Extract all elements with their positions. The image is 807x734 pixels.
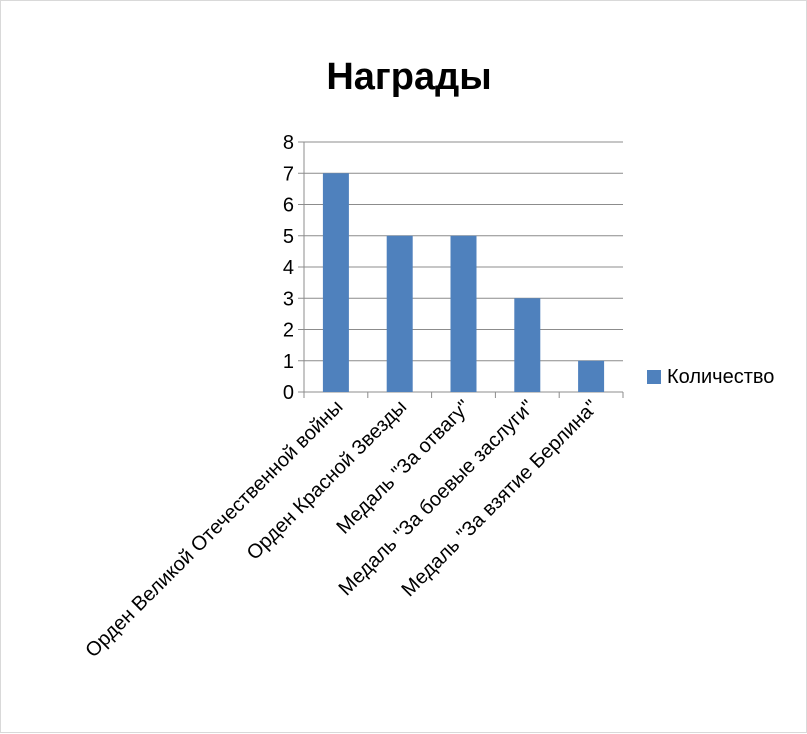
y-tick-label: 8: [283, 132, 294, 154]
y-tick-label: 5: [283, 226, 294, 248]
chart-title: Награды: [326, 56, 491, 98]
bar: [578, 360, 605, 392]
legend: Количество: [647, 366, 774, 388]
bars: [322, 173, 605, 392]
y-tick-label: 7: [283, 163, 294, 185]
y-tick-label: 3: [283, 288, 294, 310]
y-axis: 0 1 2 3 4 5 6 7 8: [283, 132, 305, 404]
bar: [322, 173, 349, 392]
y-tick-label: 6: [283, 195, 294, 217]
bar: [514, 298, 541, 392]
legend-label: Количество: [667, 366, 774, 388]
bar: [450, 235, 477, 392]
x-axis: [303, 391, 624, 398]
bar: [386, 235, 413, 392]
y-tick-label: 2: [283, 320, 294, 342]
legend-swatch: [647, 370, 661, 384]
y-tick-label: 1: [283, 351, 294, 373]
y-tick-label: 0: [283, 382, 294, 404]
x-tick-label: Орден Великой Отечественной войны: [81, 396, 347, 662]
y-tick-label: 4: [283, 257, 294, 279]
